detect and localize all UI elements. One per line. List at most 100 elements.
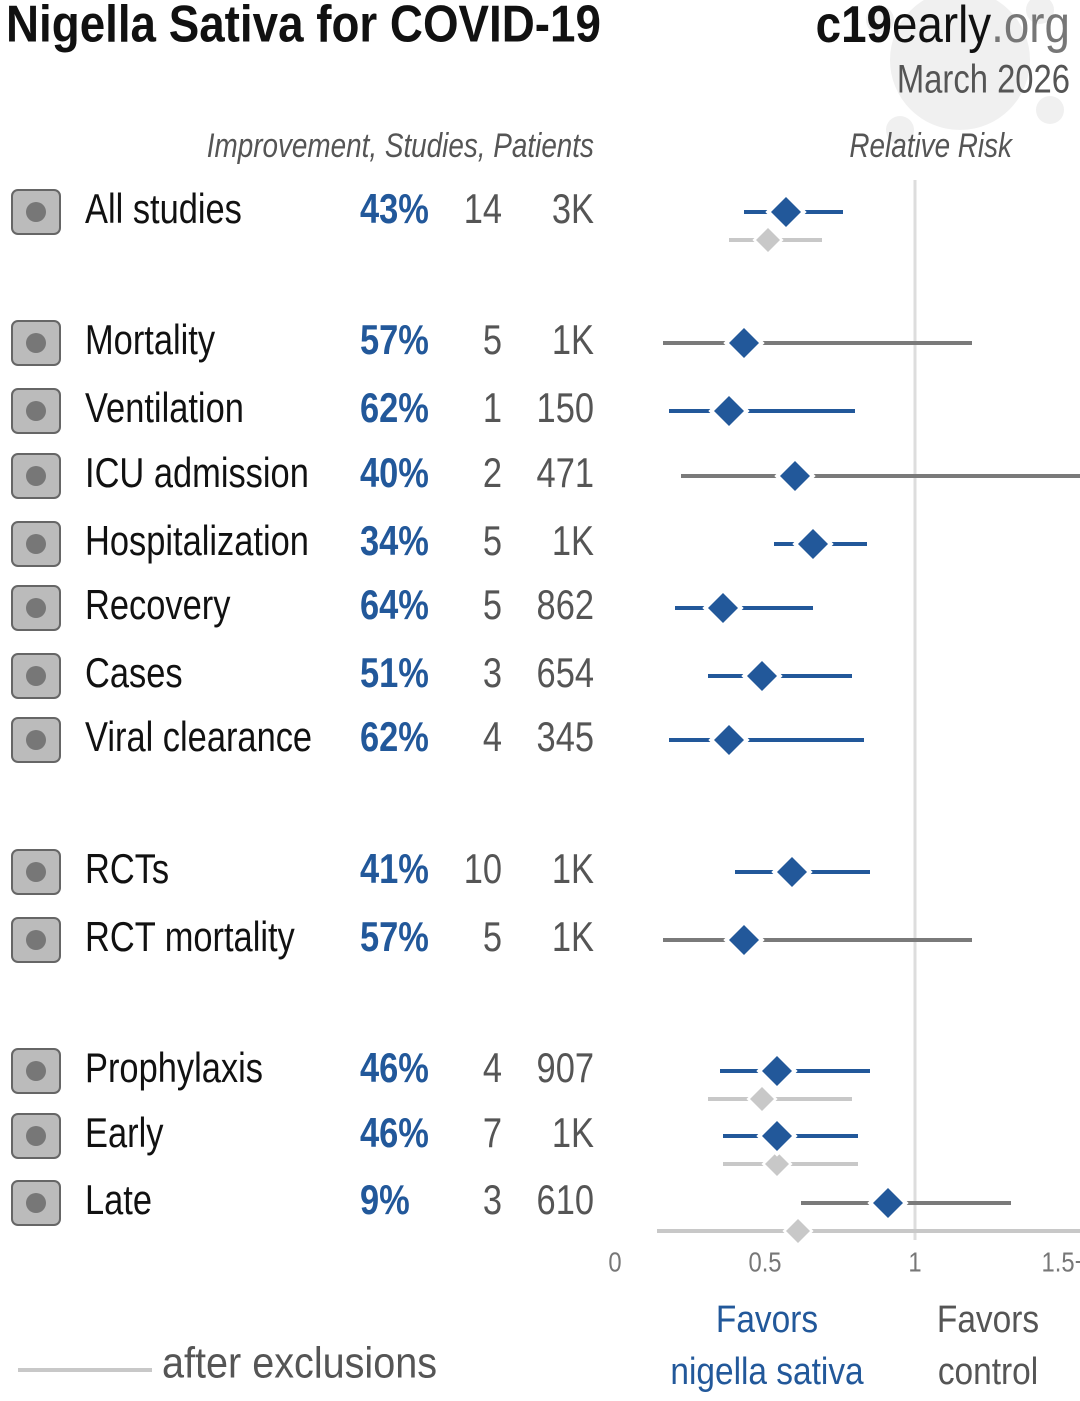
icon-detail <box>26 1126 46 1146</box>
effect-excluded <box>752 224 784 256</box>
effect-excluded <box>782 1215 814 1247</box>
studies: 7 <box>483 1110 502 1157</box>
effect <box>708 390 750 432</box>
effect <box>771 851 813 893</box>
effect <box>756 1050 798 1092</box>
row-icon <box>11 1113 61 1159</box>
row-label: RCTs <box>85 846 169 893</box>
row-label: Hospitalization <box>85 518 309 565</box>
studies: 5 <box>483 914 502 961</box>
improvement: 62% <box>360 385 429 432</box>
row-label: Late <box>85 1177 152 1224</box>
row-icon <box>11 917 61 963</box>
favors-left: Favors <box>716 1298 818 1340</box>
legend-label: after exclusions <box>162 1338 437 1387</box>
improvement: 64% <box>360 582 429 629</box>
improvement: 46% <box>360 1045 429 1092</box>
row-icon <box>11 388 61 434</box>
patients: 1K <box>552 1110 594 1157</box>
effect-excluded <box>746 1083 778 1115</box>
studies: 14 <box>464 186 502 233</box>
row-icon <box>11 717 61 763</box>
effect <box>702 587 744 629</box>
patients: 610 <box>537 1177 594 1224</box>
site-part: .org <box>991 0 1070 53</box>
patients: 3K <box>552 186 594 233</box>
effect <box>756 1115 798 1157</box>
x-tick-label: 0.5 <box>748 1246 781 1278</box>
effect <box>708 719 750 761</box>
effect <box>867 1182 909 1224</box>
studies: 5 <box>483 582 502 629</box>
studies: 5 <box>483 317 502 364</box>
effect <box>723 919 765 961</box>
studies: 5 <box>483 518 502 565</box>
row-label: ICU admission <box>85 450 309 497</box>
icon-detail <box>26 862 46 882</box>
patients: 471 <box>537 450 594 497</box>
improvement: 34% <box>360 518 429 565</box>
x-tick-label: 0 <box>608 1246 621 1278</box>
row-label: Early <box>85 1110 164 1157</box>
effect <box>741 655 783 697</box>
row-label: Mortality <box>85 317 216 364</box>
row-icon <box>11 1180 61 1226</box>
effect <box>792 523 834 565</box>
patients: 150 <box>537 385 594 432</box>
icon-detail <box>26 202 46 222</box>
icon-detail <box>26 666 46 686</box>
row-label: Ventilation <box>85 385 244 432</box>
improvement: 62% <box>360 714 429 761</box>
axis-label: Relative Risk <box>849 126 1013 164</box>
studies: 10 <box>464 846 502 893</box>
icon-detail <box>26 534 46 554</box>
patients: 1K <box>552 914 594 961</box>
improvement: 57% <box>360 317 429 364</box>
row-icon <box>11 521 61 567</box>
row-icon <box>11 849 61 895</box>
row-icon <box>11 320 61 366</box>
row-label: RCT mortality <box>85 914 295 961</box>
x-tick-label: 1 <box>908 1246 921 1278</box>
x-tick-label: 1.5+ <box>1042 1246 1080 1278</box>
icon-detail <box>26 401 46 421</box>
studies: 3 <box>483 650 502 697</box>
row-label: Recovery <box>85 582 231 629</box>
favors-left: nigella sativa <box>670 1350 863 1392</box>
improvement: 46% <box>360 1110 429 1157</box>
favors-right: Favors <box>937 1298 1039 1340</box>
effect-excluded <box>761 1148 793 1180</box>
studies: 4 <box>483 1045 502 1092</box>
row-label: All studies <box>85 186 242 233</box>
row-icon <box>11 1048 61 1094</box>
icon-detail <box>26 730 46 750</box>
patients: 1K <box>552 846 594 893</box>
patients: 345 <box>537 714 594 761</box>
improvement: 41% <box>360 846 429 893</box>
row-icon <box>11 653 61 699</box>
row-icon <box>11 189 61 235</box>
site-name: c19early.org <box>816 0 1070 53</box>
icon-detail <box>26 1193 46 1213</box>
effect <box>723 322 765 364</box>
patients: 1K <box>552 317 594 364</box>
row-icon <box>11 453 61 499</box>
favors-right: control <box>938 1350 1038 1392</box>
plot-area <box>657 191 1080 1247</box>
chart-title: Nigella Sativa for COVID-19 <box>6 0 601 53</box>
patients: 654 <box>537 650 594 697</box>
icon-detail <box>26 930 46 950</box>
improvement: 40% <box>360 450 429 497</box>
row-label: Cases <box>85 650 183 697</box>
improvement: 57% <box>360 914 429 961</box>
date: March 2026 <box>897 56 1070 101</box>
row-icon <box>11 585 61 631</box>
effect <box>774 455 816 497</box>
studies: 2 <box>483 450 502 497</box>
studies: 1 <box>483 385 502 432</box>
improvement: 43% <box>360 186 429 233</box>
columns-label: Improvement, Studies, Patients <box>207 126 594 164</box>
improvement: 51% <box>360 650 429 697</box>
patients: 907 <box>537 1045 594 1092</box>
patients: 862 <box>537 582 594 629</box>
